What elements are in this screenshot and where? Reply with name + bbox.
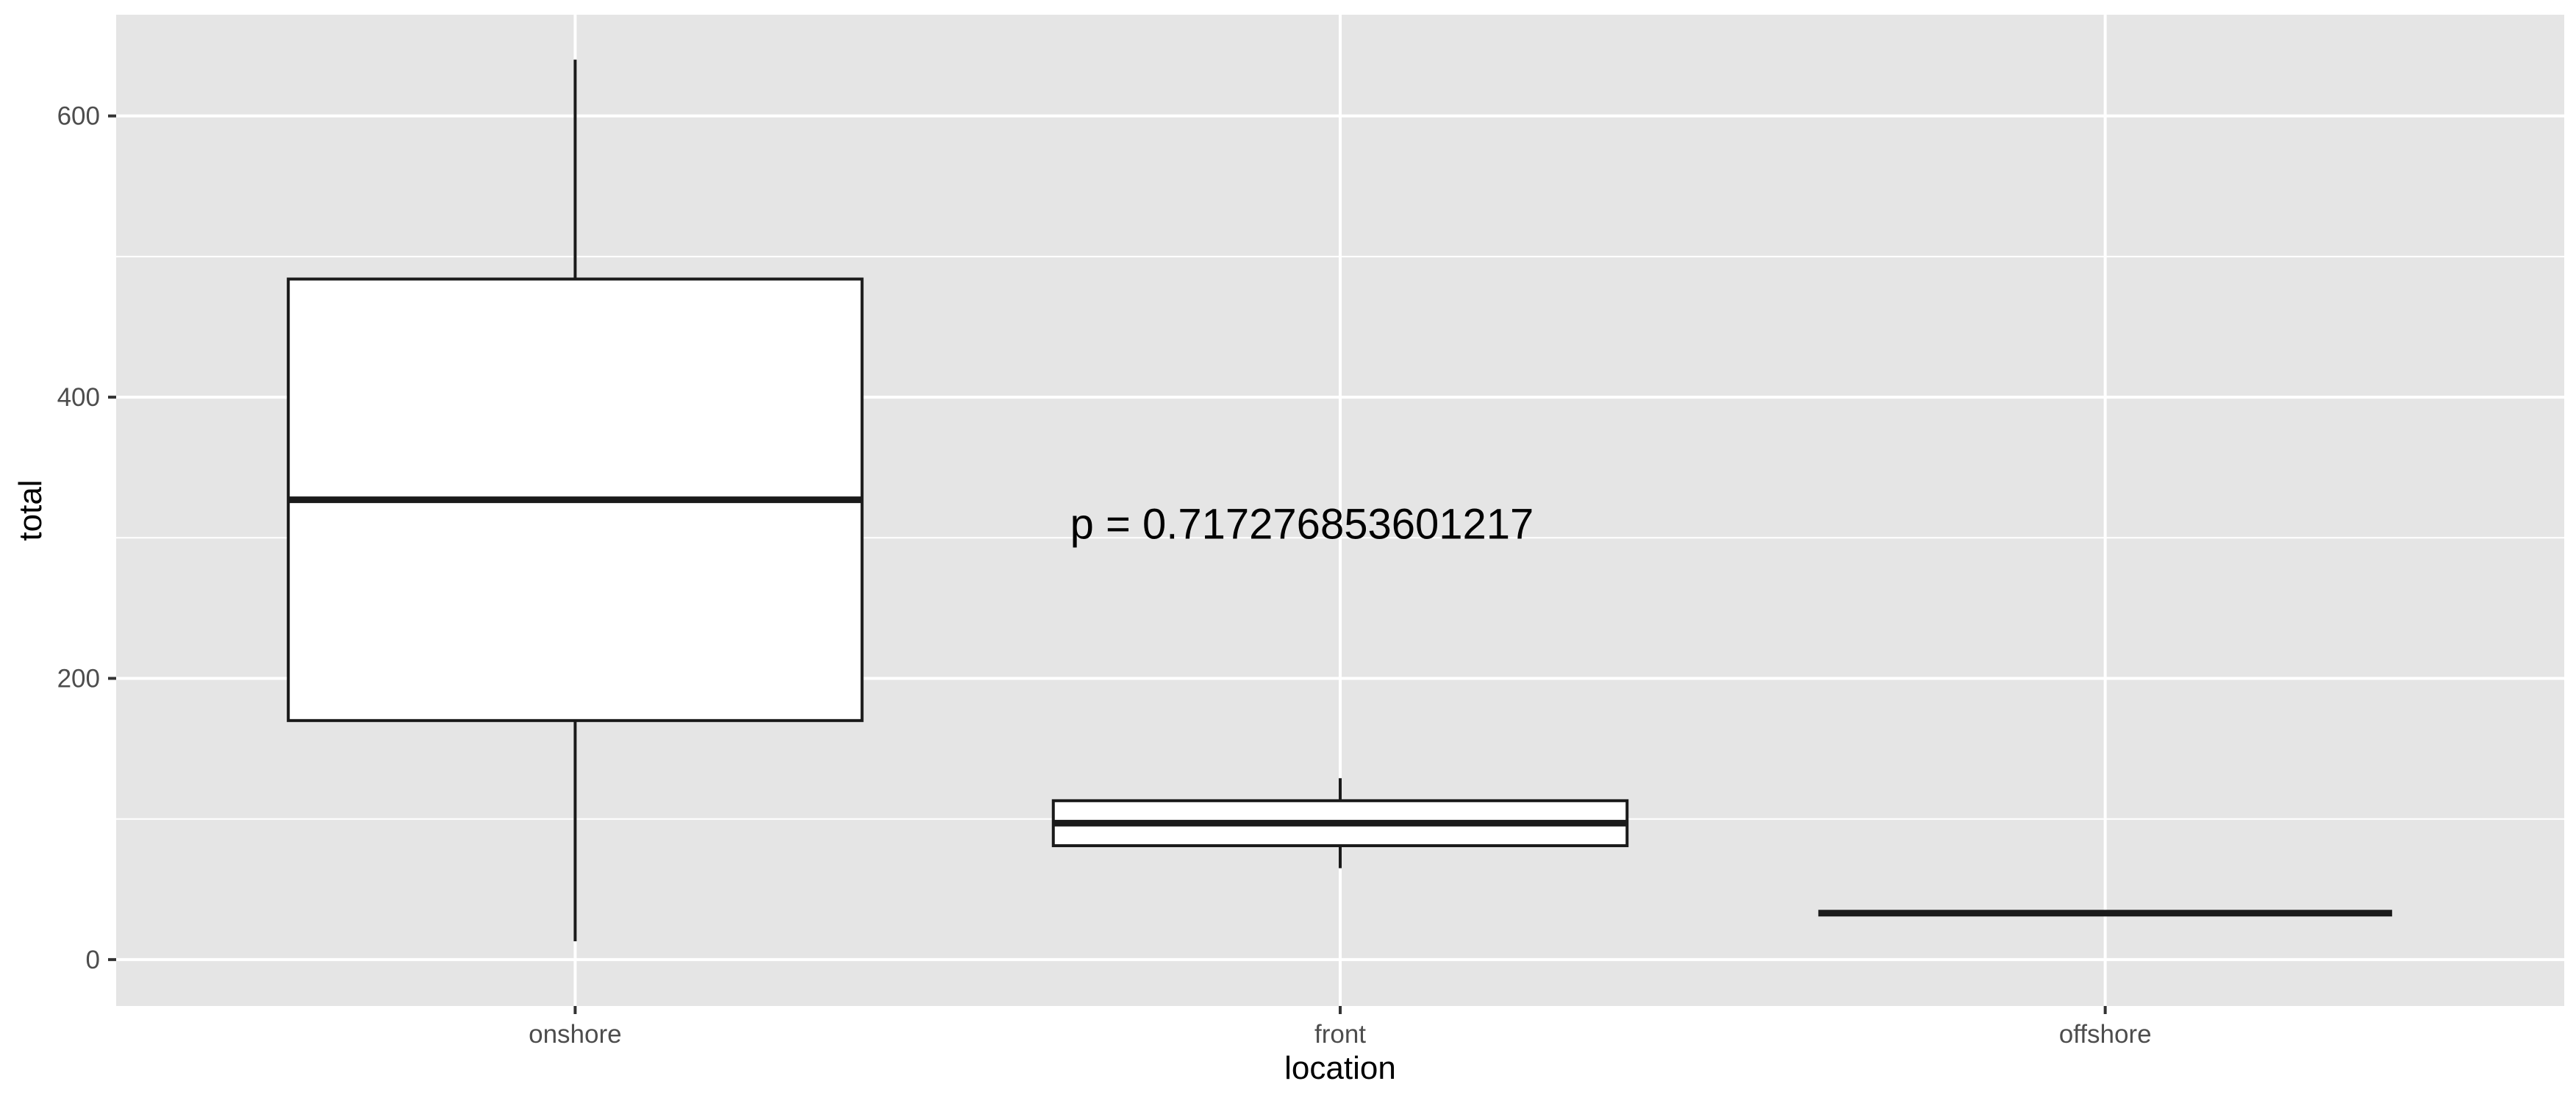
box-layer — [287, 60, 2392, 942]
x-tick-label: onshore — [529, 1020, 621, 1049]
y-tick-label: 600 — [57, 102, 100, 131]
y-tick-label: 200 — [57, 664, 100, 693]
y-tick-label: 0 — [86, 946, 100, 974]
box-front — [1051, 778, 1629, 868]
y-axis-title: total — [12, 479, 49, 540]
x-axis-title: location — [1284, 1050, 1396, 1086]
box-onshore — [287, 60, 864, 942]
p-value-annotation: p = 0.717276853601217 — [1070, 500, 1534, 548]
y-tick-label: 400 — [57, 383, 100, 412]
x-tick-label: front — [1314, 1020, 1366, 1049]
x-tick-label: offshore — [2059, 1020, 2152, 1049]
axis-layer: 0 200 400 600 onshore front offshore — [57, 102, 2152, 1049]
